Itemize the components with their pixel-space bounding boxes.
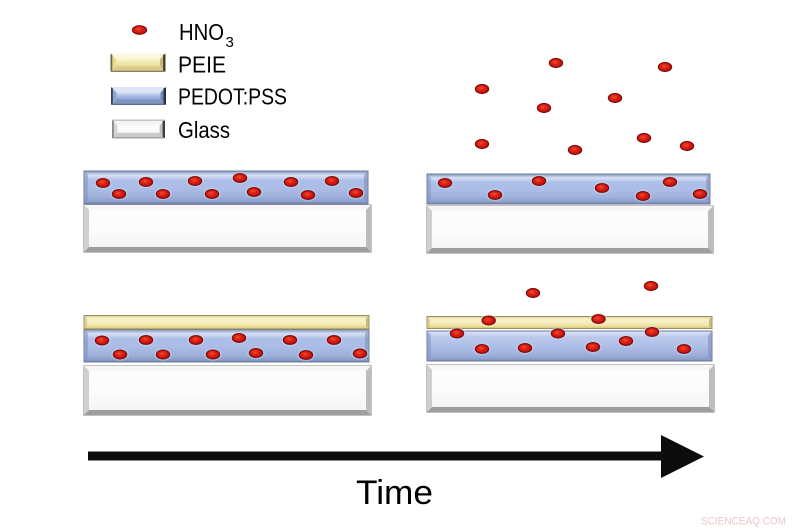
svg-text:PEIE: PEIE bbox=[178, 51, 226, 77]
svg-text:Time: Time bbox=[356, 474, 433, 512]
svg-text:Glass: Glass bbox=[178, 117, 230, 143]
svg-text:PEDOT:PSS: PEDOT:PSS bbox=[178, 84, 287, 110]
svg-text:SCIENCEAQ.COM: SCIENCEAQ.COM bbox=[701, 516, 786, 528]
svg-text:3: 3 bbox=[226, 34, 234, 51]
svg-text:HNO: HNO bbox=[179, 19, 224, 45]
